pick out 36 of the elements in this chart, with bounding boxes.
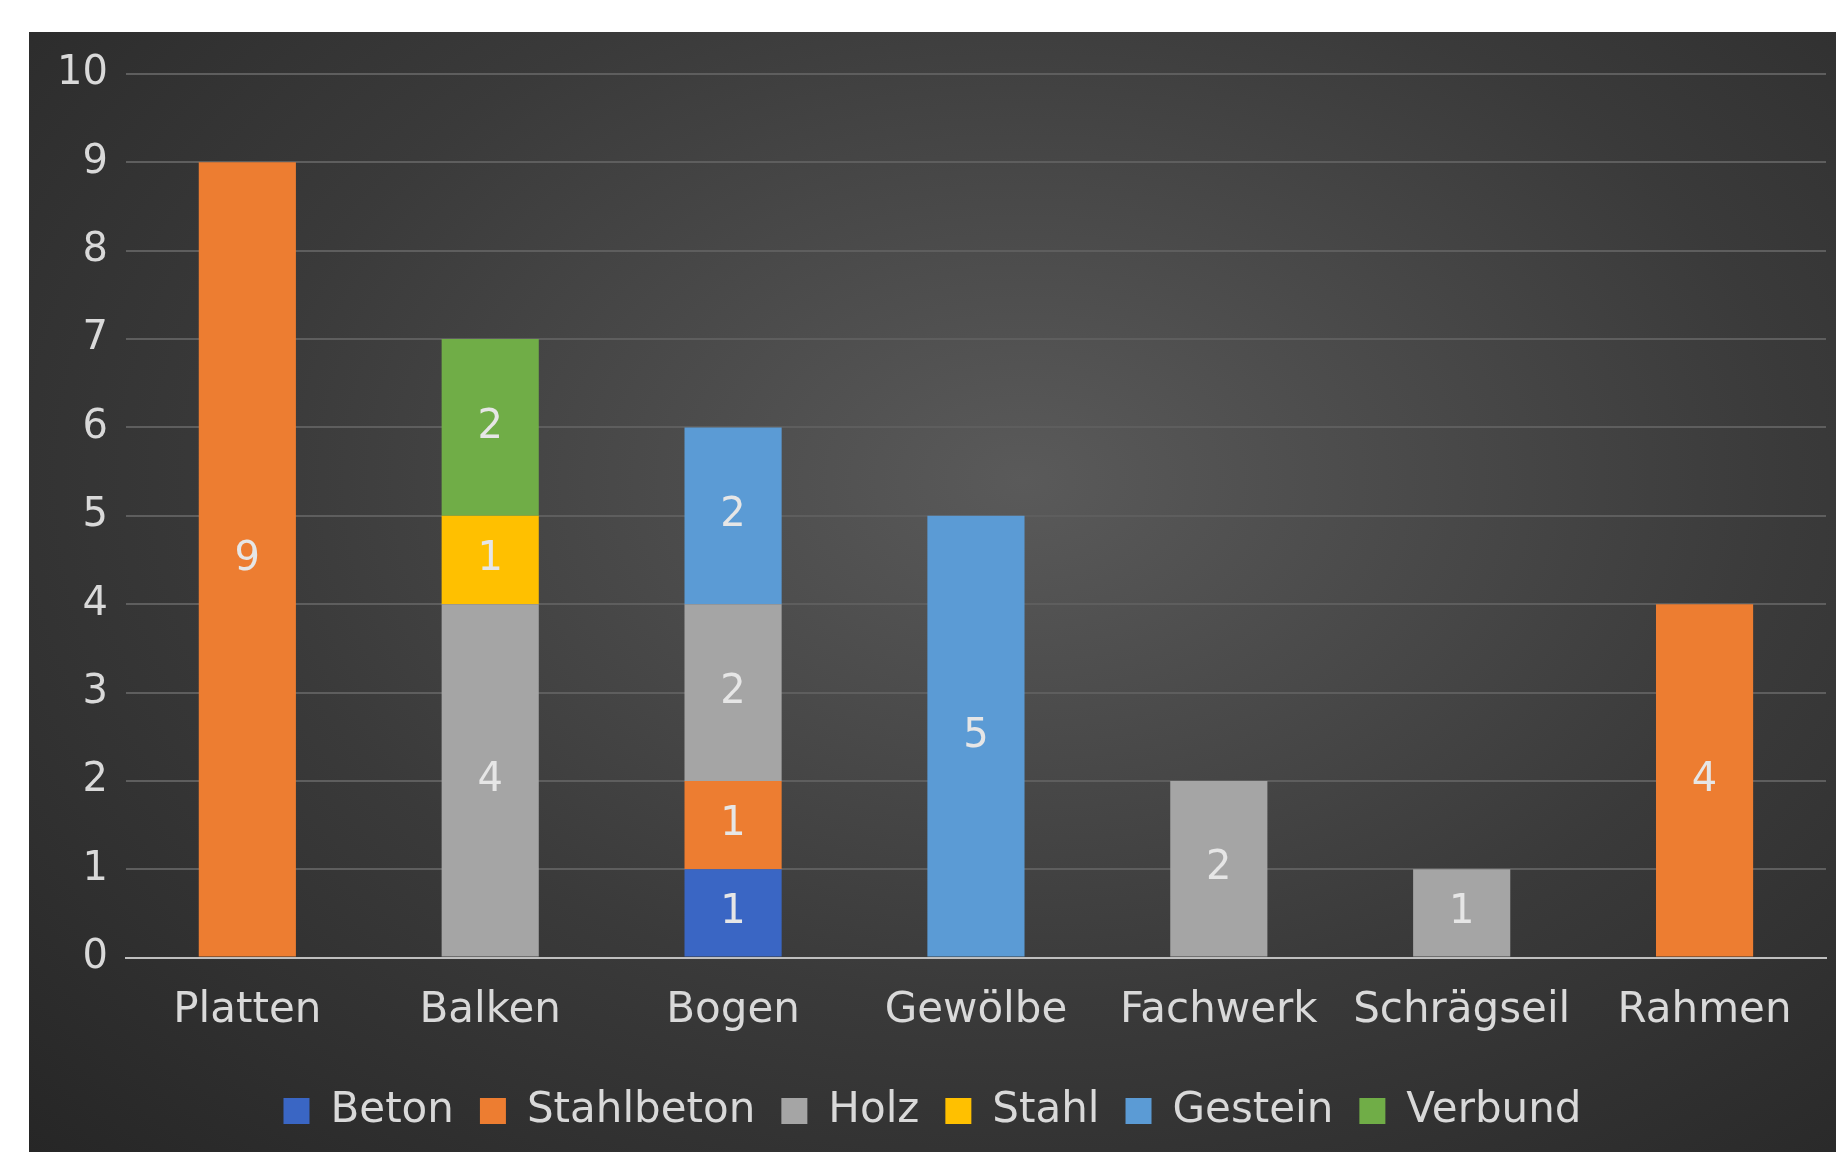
- y-tick-label: 10: [56, 47, 108, 94]
- data-label: 1: [720, 798, 746, 845]
- data-label: 2: [1206, 842, 1232, 889]
- data-label: 2: [720, 665, 746, 712]
- y-tick-label: 1: [82, 842, 108, 889]
- y-tick-label: 8: [82, 224, 108, 271]
- data-label: 2: [477, 400, 503, 447]
- y-tick-label: 9: [82, 135, 108, 182]
- x-tick-label: Rahmen: [1617, 982, 1792, 1032]
- legend-label: Holz: [828, 1082, 920, 1132]
- legend-label: Stahl: [992, 1082, 1100, 1132]
- y-tick-label: 6: [82, 400, 108, 447]
- y-tick-label: 4: [82, 577, 108, 624]
- x-tick-label: Platten: [173, 982, 322, 1032]
- x-tick-label: Schrägseil: [1353, 982, 1571, 1032]
- x-tick-label: Bogen: [666, 982, 800, 1032]
- x-tick-label: Gewölbe: [884, 982, 1068, 1032]
- y-tick-label: 2: [82, 754, 108, 801]
- data-label: 9: [234, 532, 261, 579]
- y-tick-label: 5: [82, 489, 108, 536]
- data-label: 4: [477, 753, 503, 800]
- legend-label: Stahlbeton: [526, 1082, 756, 1132]
- data-label: 1: [1448, 886, 1475, 933]
- legend-label: Beton: [330, 1082, 454, 1132]
- y-tick-label: 0: [82, 930, 108, 977]
- legend-label: Verbund: [1406, 1082, 1582, 1132]
- data-label: 5: [963, 709, 989, 756]
- data-label: 1: [720, 886, 746, 933]
- y-tick-label: 7: [82, 312, 108, 359]
- data-label: 1: [477, 533, 503, 580]
- x-tick-label: Balken: [419, 982, 561, 1032]
- x-tick-label: Fachwerk: [1120, 982, 1319, 1032]
- legend-label: Gestein: [1172, 1082, 1334, 1132]
- data-label: 2: [720, 489, 746, 536]
- y-tick-label: 3: [82, 665, 108, 712]
- data-label: 4: [1691, 753, 1718, 800]
